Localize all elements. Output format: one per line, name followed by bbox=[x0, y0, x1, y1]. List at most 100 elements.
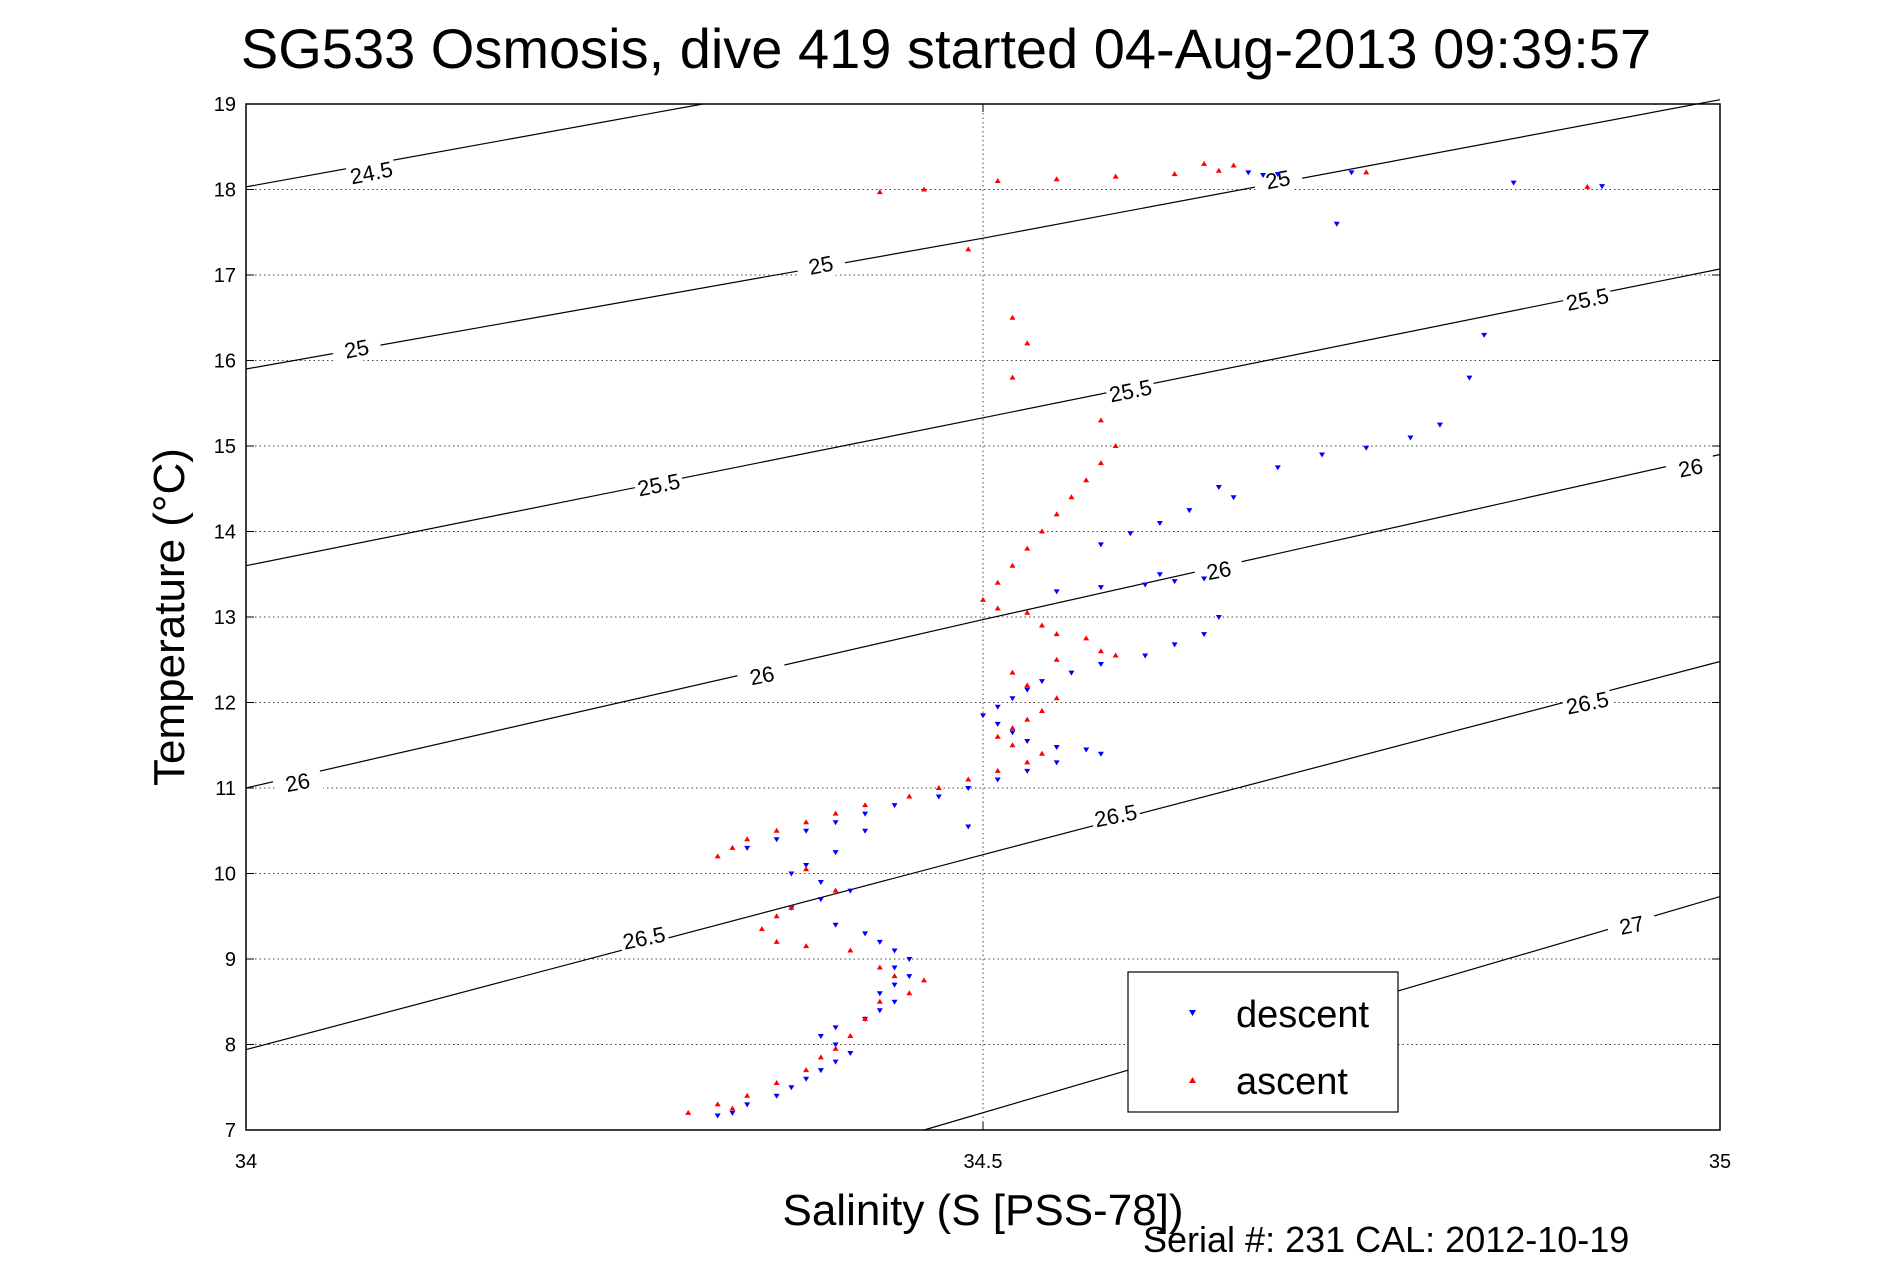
ascent-point bbox=[935, 785, 942, 790]
descent-point bbox=[1599, 184, 1606, 190]
ascent-point bbox=[862, 802, 869, 808]
descent-point bbox=[1083, 747, 1090, 753]
descent-point bbox=[817, 1068, 824, 1074]
descent-point bbox=[1260, 172, 1267, 178]
ascent-point bbox=[1053, 656, 1060, 662]
ascent-point bbox=[1112, 652, 1119, 658]
descent-point bbox=[891, 965, 898, 971]
contour-label-bg bbox=[1561, 281, 1614, 317]
ascent-point bbox=[832, 1045, 839, 1051]
descent-point bbox=[832, 1042, 839, 1048]
ascent-point bbox=[847, 1032, 854, 1038]
x-axis-label: Salinity (S [PSS-78]) bbox=[782, 1186, 1183, 1235]
contour-label: 27 bbox=[1617, 911, 1646, 940]
ascent-point bbox=[1038, 528, 1045, 534]
ascent-point bbox=[1009, 562, 1016, 568]
ascent-point bbox=[803, 866, 810, 872]
ascent-point bbox=[1053, 695, 1060, 701]
contour-label-bg bbox=[617, 920, 671, 956]
ascent-point bbox=[1009, 314, 1016, 320]
descent-point bbox=[1363, 445, 1370, 451]
descent-point bbox=[891, 982, 898, 988]
ascent-point bbox=[1009, 725, 1016, 731]
ascent-point bbox=[1097, 417, 1104, 423]
descent-point bbox=[1186, 508, 1193, 514]
ascent-point bbox=[1038, 750, 1045, 756]
contour-label-bg bbox=[1605, 907, 1658, 943]
descent-point bbox=[1171, 579, 1178, 585]
descent-point bbox=[1201, 576, 1208, 582]
descent-point bbox=[788, 871, 795, 877]
descent-point bbox=[994, 704, 1001, 710]
descent-point bbox=[1009, 696, 1016, 702]
contour-label: 25 bbox=[806, 251, 835, 280]
density-contour bbox=[245, 99, 1721, 370]
descent-point bbox=[1053, 744, 1060, 750]
contour-label-bg bbox=[1251, 161, 1304, 197]
descent-point bbox=[832, 1059, 839, 1065]
chart-title: SG533 Osmosis, dive 419 started 04-Aug-2… bbox=[241, 17, 1651, 80]
contour-label-bg bbox=[330, 331, 383, 367]
descent-point bbox=[832, 820, 839, 826]
descent-point bbox=[1319, 452, 1326, 458]
descent-point bbox=[891, 803, 898, 809]
y-tick-label: 9 bbox=[225, 949, 236, 971]
descent-point bbox=[714, 1113, 721, 1119]
ascent-point bbox=[1053, 176, 1060, 182]
descent-point bbox=[1201, 632, 1208, 638]
legend-ascent-label: ascent bbox=[1236, 1061, 1348, 1103]
ascent-point bbox=[906, 990, 913, 996]
ascent-point bbox=[685, 1109, 692, 1115]
descent-point bbox=[1053, 589, 1060, 595]
legend-box bbox=[1127, 971, 1399, 1113]
ascent-point bbox=[1009, 742, 1016, 748]
ascent-point bbox=[758, 926, 765, 932]
contour-label-bg bbox=[1089, 797, 1142, 833]
descent-point bbox=[1466, 375, 1473, 381]
ascent-point bbox=[965, 246, 972, 252]
descent-point bbox=[1142, 653, 1149, 659]
ascent-point bbox=[994, 177, 1001, 183]
descent-point bbox=[832, 1025, 839, 1031]
descent-point bbox=[803, 828, 810, 834]
descent-point bbox=[847, 1051, 854, 1057]
ascent-point bbox=[1024, 716, 1031, 722]
ascent-point bbox=[714, 1101, 721, 1107]
contour-label-bg bbox=[735, 657, 788, 693]
descent-point bbox=[906, 974, 913, 980]
descent-point bbox=[1156, 572, 1163, 578]
ascent-point bbox=[1024, 609, 1031, 615]
density-contour bbox=[245, 660, 1721, 1051]
y-tick-label: 12 bbox=[214, 693, 236, 715]
contour-label-bg bbox=[345, 154, 398, 190]
density-contour bbox=[245, 268, 1721, 567]
descent-point bbox=[788, 1085, 795, 1091]
contour-label: 26 bbox=[1204, 556, 1233, 585]
ascent-point bbox=[1068, 494, 1075, 500]
axis-ticks: 7 8 9 10 11 12 13 14 15 16 17 18 19 34 34.5 35 bbox=[214, 94, 1731, 1173]
ascent-point bbox=[1097, 460, 1104, 466]
density-contour bbox=[245, 453, 1721, 789]
descent-point bbox=[862, 931, 869, 937]
y-tick-label: 16 bbox=[214, 351, 236, 373]
ascent-point bbox=[1230, 162, 1237, 168]
contour-label: 26 bbox=[283, 768, 312, 797]
descent-point bbox=[891, 999, 898, 1005]
ascent-point bbox=[876, 964, 883, 970]
y-tick-label: 18 bbox=[214, 180, 236, 202]
descent-point bbox=[1038, 679, 1045, 685]
y-axis-label: Temperature (°C) bbox=[145, 448, 194, 786]
ascent-point bbox=[1053, 511, 1060, 517]
y-tick-label: 14 bbox=[214, 522, 236, 544]
legend-ascent-marker bbox=[1189, 1077, 1196, 1083]
y-tick-label: 10 bbox=[214, 864, 236, 886]
descent-point bbox=[1171, 642, 1178, 648]
ascent-point bbox=[980, 596, 986, 602]
contour-label: 25 bbox=[342, 334, 371, 363]
descent-point bbox=[803, 1076, 810, 1082]
descent-point bbox=[1053, 760, 1060, 766]
descent-point bbox=[1097, 662, 1104, 668]
descent-point bbox=[1274, 172, 1281, 178]
y-tick-label: 11 bbox=[215, 778, 236, 800]
